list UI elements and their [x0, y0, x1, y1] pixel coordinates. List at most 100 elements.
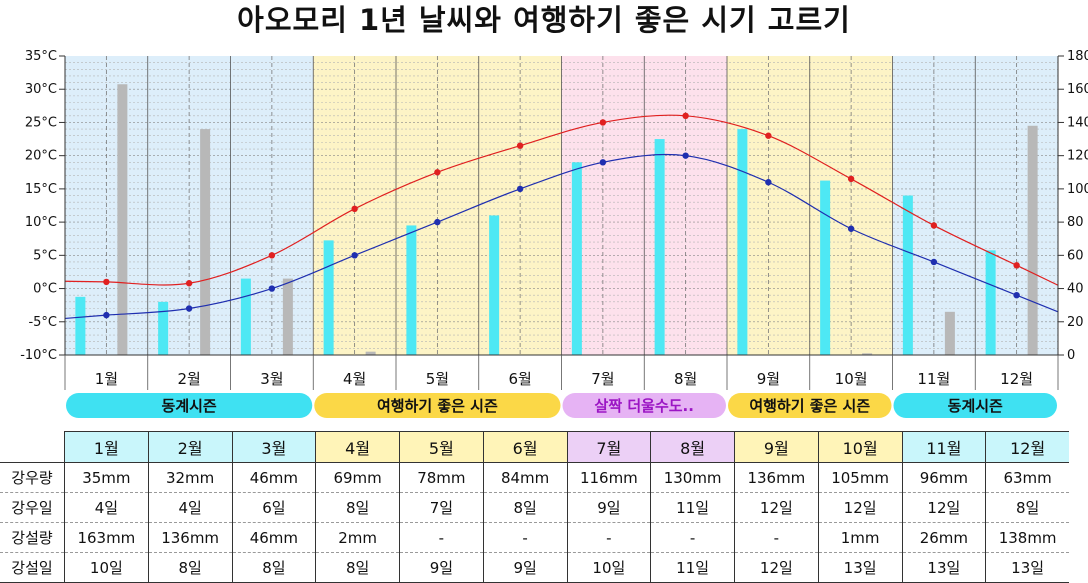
table-cell: 136mm [734, 462, 819, 493]
table-cell: 8일 [231, 552, 316, 583]
table-cell: 12일 [901, 492, 986, 523]
x-tick-label: 7월 [591, 370, 614, 388]
table-row: 강우량 35mm 32mm 46mm 69mm 78mm 84mm 116mm 130mm 136… [0, 462, 1069, 493]
table-cell: 12일 [734, 552, 819, 583]
season-label: 여행하기 좋은 시즌 [749, 397, 870, 415]
season-label: 동계시즌 [948, 397, 1003, 415]
climate-table: 1월 2월 3월 4월 5월 6월 7월 8월 9월 10월 11월 12월 강우량 35mm 32mm 46… [0, 431, 1069, 583]
table-month-header: 9월 [734, 431, 819, 463]
table-cell: 26mm [901, 522, 986, 553]
precip-bar [489, 215, 500, 355]
table-row-label: 강우량 [0, 462, 65, 493]
table-cell: 96mm [901, 462, 986, 493]
x-tick-label: 1월 [95, 370, 118, 388]
temp-point [765, 179, 772, 186]
temp-point [103, 311, 110, 319]
table-month-header: 4월 [315, 431, 400, 463]
table-cell: 10일 [566, 552, 651, 583]
x-tick-label: 5월 [426, 370, 449, 388]
temp-point [847, 175, 855, 183]
table-cell: 12일 [734, 492, 819, 523]
temp-line [64, 153, 1059, 320]
precip-bar [117, 84, 128, 355]
temp-point [1013, 262, 1020, 269]
precip-bar [571, 162, 582, 355]
temp-point [930, 222, 938, 229]
chart-title: 아오모리 1년 날씨와 여행하기 좋은 시기 고르기 [237, 3, 851, 37]
season-pill [728, 393, 892, 418]
table-cell: 46mm [231, 522, 316, 553]
table-month-header: 2월 [147, 431, 232, 463]
table-header-row: 1월 2월 3월 4월 5월 6월 7월 8월 9월 10월 11월 12월 [0, 431, 1069, 463]
precip-bar [737, 129, 748, 355]
table-cell: 8일 [315, 552, 400, 583]
table-cell: - [482, 522, 567, 553]
table-row-label: 강설량 [0, 522, 65, 553]
temp-line [64, 114, 1059, 286]
season-pill [314, 393, 561, 418]
temp-point [185, 305, 193, 312]
table-cell: 10일 [64, 552, 149, 583]
y-right-tick-label: 180 [1067, 49, 1088, 64]
temp-point [351, 252, 358, 259]
table-cell: 4일 [147, 492, 232, 523]
table-row: 강우일 4일 4일 6일 8일 7일 8일 9일 11일 12일 12일 12일 8일 [0, 492, 1069, 523]
y-right-tick-label: 60 [1067, 248, 1084, 263]
temp-point [599, 119, 607, 126]
table-cell: 35mm [64, 462, 149, 493]
table-month-header: 10월 [817, 431, 902, 463]
precip-bar [406, 225, 417, 355]
temp-point [434, 169, 441, 176]
table-row: 강설일 10일 8일 8일 8일 9일 9일 10일 11일 12일 13일 13일 13일 [0, 552, 1069, 583]
table-cell: 9일 [482, 552, 567, 583]
table-month-header: 11월 [901, 431, 986, 463]
table-month-header: 1월 [64, 431, 149, 463]
table-cell: 13일 [901, 552, 986, 583]
table-cell: 8일 [482, 492, 567, 523]
season-label: 여행하기 좋은 시즌 [377, 397, 498, 415]
y-left-tick-label: 0°C [33, 282, 57, 297]
precip-bar [820, 180, 831, 355]
x-tick-label: 6월 [508, 370, 531, 388]
table-cell: 9일 [566, 492, 651, 523]
table-cell: - [566, 522, 651, 553]
precip-bar [862, 353, 873, 355]
weather-chart: 35°C 30°C 25°C 20°C 15°C 10°C 5°C 0°C -5°C -10°C 1… [20, 49, 1088, 418]
y-left-tick-label: -10°C [20, 348, 57, 363]
table-cell: - [650, 522, 735, 553]
x-tick-label: 8월 [674, 370, 697, 388]
y-right-tick-label: 0 [1067, 348, 1075, 363]
y-right-tick-label: 20 [1067, 315, 1084, 330]
temp-point [682, 112, 689, 120]
table-cell: 69mm [315, 462, 400, 493]
table-cell: - [734, 522, 819, 553]
precip-bar [944, 311, 955, 355]
table-cell: 11일 [650, 552, 735, 583]
table-cell: 46mm [231, 462, 316, 493]
table-cell: 1mm [817, 522, 902, 553]
temp-point [185, 280, 193, 287]
table-month-header: 5월 [399, 431, 484, 463]
temp-point [268, 285, 276, 292]
table-cell: 11일 [650, 492, 735, 523]
precip-bar [902, 195, 913, 355]
table-row-label: 강우일 [0, 492, 65, 523]
temp-point [1013, 292, 1020, 299]
table-cell: 138mm [985, 522, 1069, 553]
y-right-tick-label: 120 [1067, 149, 1088, 164]
table-month-header: 3월 [231, 431, 316, 463]
table-row: 강설량 163mm 136mm 46mm 2mm - - - - -1mm 26mm 138mm [0, 522, 1069, 553]
y-left-tick-label: 25°C [25, 115, 57, 130]
table-corner-cell [0, 431, 65, 463]
temp-point [434, 218, 441, 226]
precip-bar [240, 278, 251, 355]
y-left-tick-label: 20°C [25, 149, 57, 164]
table-cell: 78mm [399, 462, 484, 493]
temp-point [516, 185, 524, 193]
season-label: 동계시즌 [162, 397, 217, 415]
temp-point [351, 205, 358, 213]
table-cell: 32mm [147, 462, 232, 493]
season-pill [66, 393, 313, 418]
x-tick-label: 4월 [343, 370, 366, 388]
table-cell: 8일 [315, 492, 400, 523]
